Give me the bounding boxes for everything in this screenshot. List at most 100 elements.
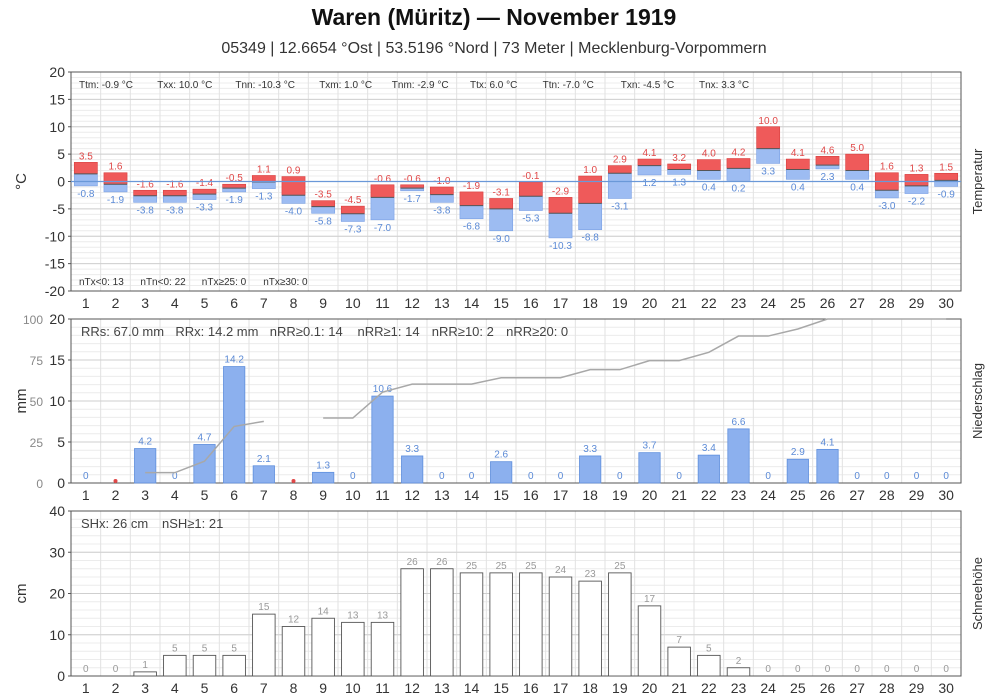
snow-label: 1: [142, 660, 148, 671]
tmin-label: 0.2: [732, 183, 746, 194]
snow-bar: [489, 572, 513, 677]
x-tick-label: 23: [731, 680, 747, 696]
x-tick-label: 14: [464, 487, 480, 503]
tmin-label: -3.1: [611, 201, 629, 212]
x-tick-label: 15: [493, 680, 509, 696]
precip-stat: RRx: 14.2 mm: [175, 324, 258, 339]
x-tick-label: 4: [171, 680, 179, 696]
x-tick-label: 25: [790, 487, 806, 503]
tmin-label: -7.3: [344, 224, 362, 235]
missing-marker: [291, 479, 296, 483]
x-tick-label: 26: [820, 295, 836, 311]
precip-label: 0: [884, 471, 890, 482]
temperature-count: nTx<0: 13: [79, 277, 124, 288]
precip-bar: [727, 428, 750, 484]
tmax-label: 10.0: [758, 116, 778, 127]
x-tick-label: 21: [671, 680, 687, 696]
tmax-label: -0.6: [404, 174, 422, 185]
x-tick-label: 13: [434, 680, 450, 696]
precip-label: 0: [914, 471, 920, 482]
tmin-bar: [311, 206, 336, 214]
tmax-label: 1.5: [939, 162, 953, 173]
x-tick-label: 22: [701, 680, 717, 696]
snow-label: 7: [676, 635, 682, 646]
snow-label: 5: [202, 643, 208, 654]
x-tick-label: 25: [790, 680, 806, 696]
precip-bar: [697, 454, 720, 484]
snow-bar: [192, 654, 217, 677]
x-tick-label: 18: [582, 487, 598, 503]
precip-bar: [816, 448, 839, 484]
x-tick-label: 17: [553, 295, 569, 311]
tmin-bar: [103, 183, 128, 193]
snow-label: 0: [914, 664, 920, 675]
tmax-label: 3.5: [79, 151, 93, 162]
page-title: Waren (Müritz) — November 1919: [311, 4, 677, 30]
tmin-label: -1.9: [107, 195, 125, 206]
tmin-label: -3.0: [878, 201, 896, 212]
tmin-bar: [162, 195, 187, 203]
temperature-stat: Tnn: -10.3 °C: [235, 80, 295, 91]
precip-label: 2.1: [257, 454, 271, 465]
tmin-bar: [607, 172, 632, 199]
tmax-bar: [281, 176, 306, 196]
x-tick-label: 29: [909, 680, 925, 696]
x-tick-label: 11: [375, 680, 390, 696]
precip-label: 4.1: [821, 437, 835, 448]
tmin-bar: [340, 213, 365, 222]
precip-label: 0: [83, 471, 89, 482]
tmin-label: -1.3: [255, 192, 273, 203]
precip-label: 3.7: [643, 441, 657, 452]
tmax-label: -0.5: [226, 173, 244, 184]
tmax-label: -4.5: [344, 195, 362, 206]
tmin-label: -1.7: [404, 194, 422, 205]
precip-label: 4.2: [138, 437, 152, 448]
tmin-bar: [222, 187, 247, 193]
x-tick-label: 11: [375, 487, 390, 503]
y-tick-label: 0: [57, 475, 65, 491]
x-tick-label: 30: [938, 295, 954, 311]
x-tick-label: 26: [820, 487, 836, 503]
tmin-bar: [370, 197, 395, 221]
x-tick-label: 14: [464, 295, 480, 311]
x-tick-label: 3: [141, 295, 149, 311]
tmin-label: -3.3: [196, 203, 214, 214]
tmin-label: -1.9: [226, 195, 244, 206]
x-tick-label: 29: [909, 487, 925, 503]
x-tick-label: 27: [849, 487, 865, 503]
x-tick-label: 26: [820, 680, 836, 696]
tmax-bar: [667, 163, 692, 170]
snow-label: 0: [884, 664, 890, 675]
x-tick-label: 22: [701, 487, 717, 503]
tmax-label: 4.2: [732, 148, 746, 159]
x-tick-label: 6: [230, 680, 238, 696]
temperature-stat: Ttm: -0.9 °C: [79, 80, 133, 91]
tmax-bar: [133, 189, 158, 197]
y-axis-label: cm: [13, 584, 30, 604]
precip-label: 0: [558, 471, 564, 482]
precip-stat: nRR≥20: 0: [506, 324, 568, 339]
precip-label: 0: [439, 471, 445, 482]
snow-bar: [667, 646, 691, 677]
tmin-label: 0.4: [702, 182, 716, 193]
tmin-label: -2.2: [908, 197, 926, 208]
tmin-label: 3.3: [761, 166, 775, 177]
snow-label: 0: [943, 664, 949, 675]
temperature-stat: Txm: 1.0 °C: [319, 80, 372, 91]
snow-stat: SHx: 26 cm: [81, 516, 148, 531]
tmax-bar: [815, 156, 840, 166]
x-tick-label: 20: [642, 295, 658, 311]
precip-label: 2.6: [494, 450, 508, 461]
tmin-bar: [874, 189, 899, 199]
tmax-bar: [162, 189, 187, 197]
precip-label: 1.3: [316, 460, 330, 471]
cumulative-line: [323, 318, 947, 419]
snow-label: 13: [347, 610, 359, 621]
snow-bar: [697, 654, 721, 677]
tmax-bar: [340, 205, 365, 215]
snow-label: 24: [555, 565, 567, 576]
tmax-label: 1.3: [910, 163, 924, 174]
station-info: 05349 | 12.6654 °Ost | 53.5196 °Nord | 7…: [221, 40, 767, 57]
snow-label: 25: [614, 561, 626, 572]
